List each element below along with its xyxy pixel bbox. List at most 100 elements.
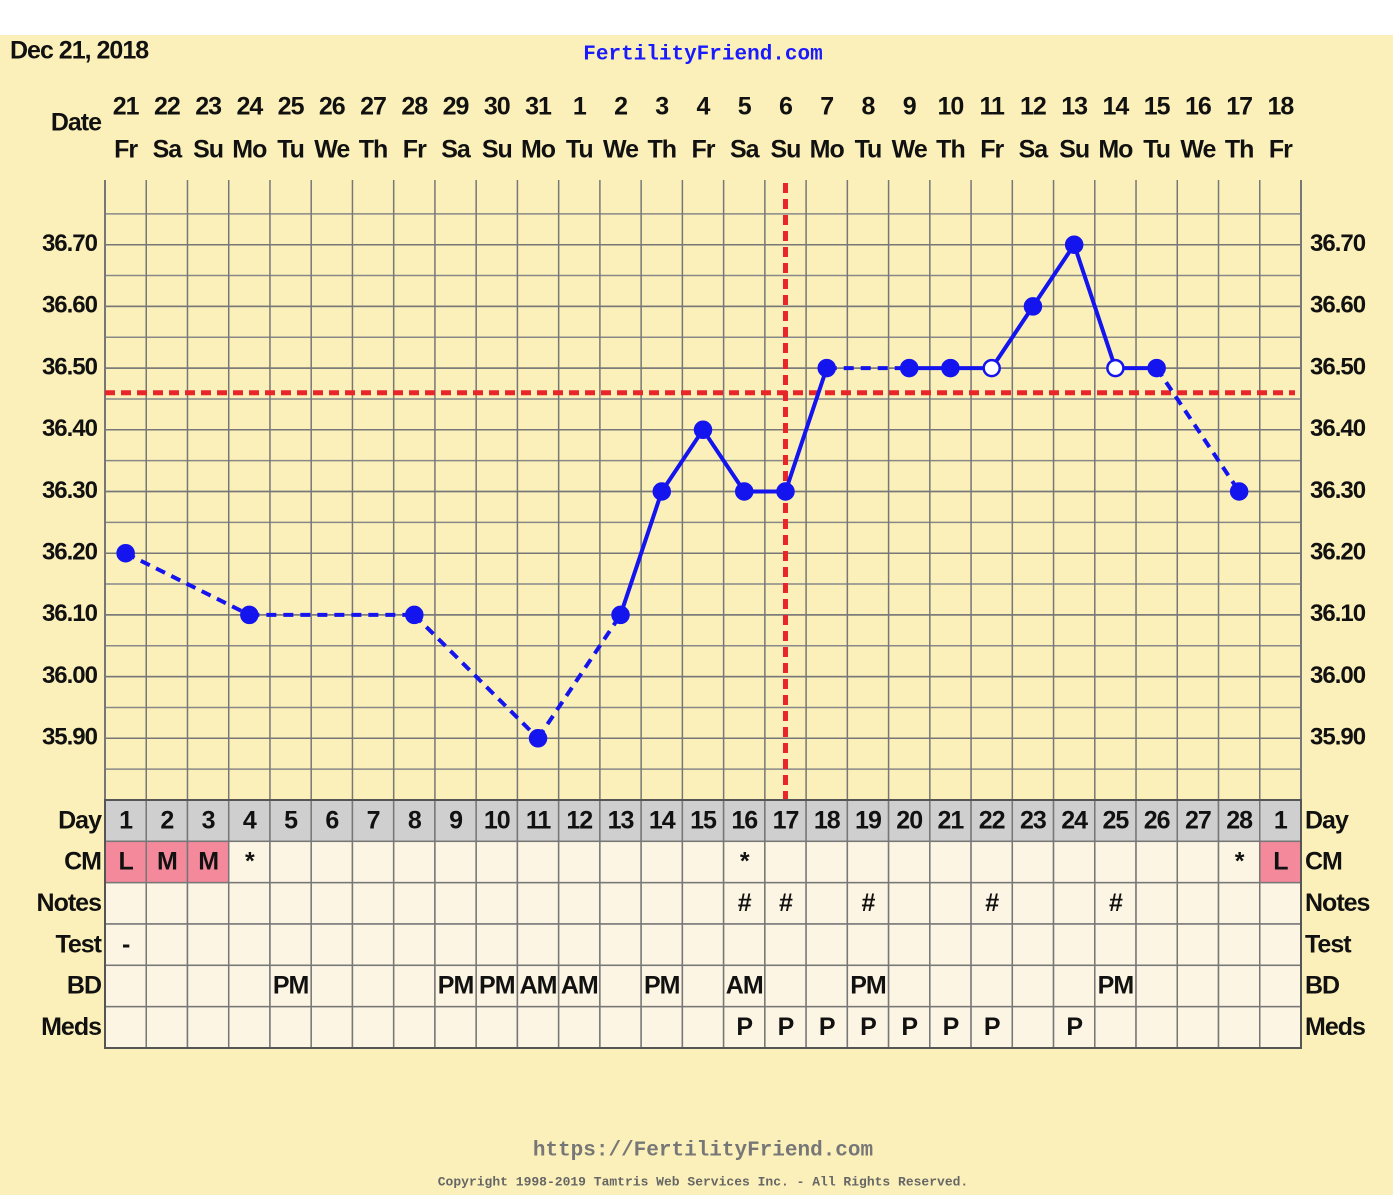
cell-text: #	[862, 889, 876, 917]
table-cell	[434, 1005, 477, 1049]
weekday-label: Mo	[521, 136, 556, 164]
table-cell	[1135, 923, 1179, 967]
table-cell	[764, 923, 807, 967]
date-label: 5	[738, 93, 752, 121]
date-label: 17	[1226, 93, 1252, 121]
weekday-label: Su	[482, 136, 512, 164]
table-cell	[599, 840, 642, 884]
y-tick-label: 36.20	[42, 539, 98, 566]
weekday-label: Sa	[730, 136, 761, 164]
temperature-point	[1229, 482, 1249, 501]
cell-text: PM	[479, 972, 515, 1000]
table-cell	[392, 1005, 436, 1049]
table-cell	[1176, 881, 1220, 925]
table-cell	[1259, 1005, 1302, 1049]
cell-text: L	[118, 848, 133, 876]
weekday-label: Fr	[980, 136, 1004, 164]
cell-text: #	[738, 889, 752, 917]
date-label: 12	[1020, 93, 1046, 121]
table-cell	[186, 881, 230, 925]
row-label-right: CM	[1305, 848, 1342, 876]
cell-text: P	[819, 1013, 835, 1041]
y-tick-label: 36.10	[42, 600, 98, 627]
table-cell	[145, 923, 189, 967]
table-cell	[1094, 964, 1137, 1008]
temperature-point	[817, 358, 836, 378]
cell-text: 16	[731, 806, 757, 834]
table-cell	[1259, 923, 1302, 967]
table-cell	[516, 840, 560, 884]
cell-text: *	[1235, 848, 1245, 876]
table-cell	[929, 923, 972, 967]
table-cell	[186, 1005, 230, 1049]
temperature-point	[240, 605, 259, 625]
table-cell	[351, 964, 395, 1008]
y2-tick-label: 36.10	[1310, 600, 1366, 627]
weekday-label: Tu	[277, 136, 304, 164]
table-cell	[227, 964, 271, 1008]
cell-text: 22	[979, 806, 1005, 834]
cell-text: 11	[526, 806, 552, 834]
table-cell	[929, 1005, 972, 1049]
row-label-right: Day	[1305, 806, 1349, 834]
cell-text: 9	[449, 806, 462, 834]
cell-text: 4	[243, 806, 257, 834]
table-cell	[516, 881, 560, 925]
cell-text: P	[860, 1013, 876, 1041]
table-cell	[104, 964, 147, 1008]
y-tick-label: 36.00	[42, 662, 98, 689]
weekday-label: Th	[359, 136, 388, 164]
cell-text: 19	[855, 806, 881, 834]
table-cell	[269, 964, 312, 1008]
cell-text: 15	[690, 806, 717, 834]
y2-tick-label: 36.70	[1310, 230, 1366, 257]
y2-tick-label: 36.20	[1310, 539, 1366, 566]
date-label: 6	[779, 93, 792, 121]
cell-text: 18	[814, 806, 841, 834]
temperature-point	[1064, 235, 1084, 254]
table-cell	[1176, 964, 1220, 1008]
temperature-point	[405, 605, 424, 625]
table-cell	[805, 840, 849, 884]
date-label: 4	[697, 93, 711, 121]
table-cell	[1094, 881, 1137, 925]
chart-title: FertilityFriend.com	[583, 44, 822, 67]
table-cell	[227, 1005, 271, 1049]
temperature-point	[734, 482, 754, 501]
y2-tick-label: 36.40	[1310, 415, 1366, 442]
cell-text: P	[901, 1013, 917, 1041]
table-cell	[392, 840, 436, 884]
table-cell	[722, 923, 766, 967]
row-label-right: Test	[1305, 930, 1352, 958]
weekday-label: Tu	[566, 136, 593, 164]
cell-text: 5	[284, 806, 298, 834]
date-label: 13	[1061, 93, 1087, 121]
line-segment	[1154, 366, 1241, 493]
cell-text: P	[778, 1013, 794, 1041]
table-cell	[269, 923, 312, 967]
table-cell	[1217, 840, 1261, 884]
table-cell	[1135, 881, 1179, 925]
date-label: 30	[484, 93, 510, 121]
table-cell	[475, 840, 519, 884]
date-label: 1	[573, 93, 587, 121]
temperature-point	[941, 358, 960, 378]
table-cell	[1052, 799, 1096, 843]
table-cell	[186, 964, 230, 1008]
row-label: Day	[58, 806, 102, 834]
table-cell	[351, 1005, 395, 1049]
footer-copyright: Copyright 1998-2019 Tamtris Web Services…	[438, 1174, 969, 1189]
cell-text: 28	[1226, 806, 1253, 834]
table-cell	[145, 964, 189, 1008]
cell-text: *	[740, 848, 750, 876]
date-label: 21	[113, 93, 140, 121]
y2-tick-label: 36.30	[1310, 477, 1366, 504]
table-cell	[1217, 923, 1261, 967]
table-cell	[887, 840, 931, 884]
date-label: 11	[979, 93, 1005, 121]
chart-date: Dec 21, 2018	[10, 37, 149, 65]
weekday-label: Fr	[114, 136, 138, 164]
table-cell	[846, 840, 890, 884]
cell-text: 7	[367, 806, 380, 834]
